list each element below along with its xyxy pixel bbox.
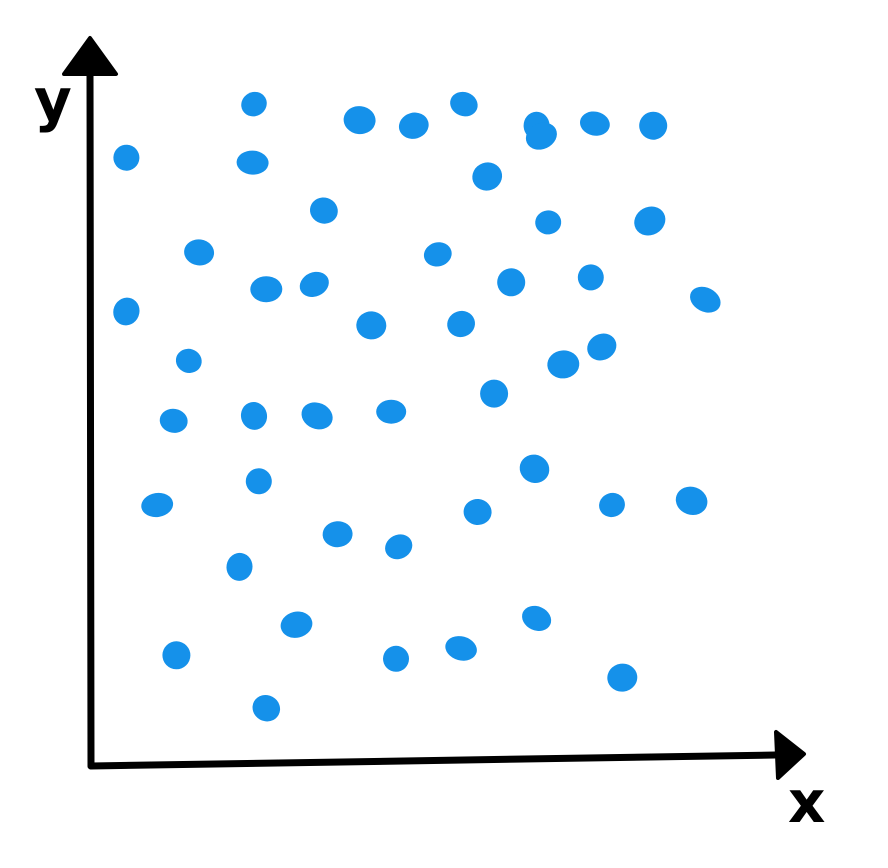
scatter-point <box>309 197 338 224</box>
axes: y x <box>34 36 825 836</box>
scatter-point <box>240 401 268 430</box>
y-axis-line <box>86 68 95 770</box>
scatter-point <box>522 605 552 631</box>
scatter-point <box>690 286 721 313</box>
scatter-point <box>587 333 617 361</box>
scatter-point <box>447 310 475 338</box>
scatter-point <box>245 468 272 495</box>
x-axis-label: x <box>788 768 825 836</box>
scatter-point <box>226 552 253 581</box>
y-axis-label: y <box>34 66 72 134</box>
scatter-point <box>519 454 550 484</box>
scatter-point <box>398 112 429 139</box>
scatter-point <box>250 276 283 303</box>
scatter-point <box>385 534 413 560</box>
scatter-point <box>322 521 353 548</box>
scatter-point <box>445 636 477 661</box>
scatter-point <box>175 348 202 373</box>
scatter-point <box>162 641 191 670</box>
scatter-point <box>141 492 174 518</box>
scatter-points <box>113 91 721 722</box>
scatter-point <box>356 311 387 340</box>
x-axis-arrow-icon <box>774 730 806 780</box>
scatter-point <box>252 694 281 722</box>
scatter-point <box>343 106 376 135</box>
x-axis-line <box>87 751 779 770</box>
scatter-point <box>580 111 610 136</box>
scatter-point <box>577 264 604 291</box>
scatter-point <box>472 162 503 191</box>
scatter-point <box>113 144 140 171</box>
scatter-point <box>301 402 333 430</box>
scatter-point <box>423 242 452 267</box>
y-axis-arrow-icon <box>62 36 118 76</box>
scatter-point <box>241 91 267 117</box>
scatter-point <box>383 645 409 672</box>
scatter-point <box>159 408 188 433</box>
scatter-point <box>113 297 140 326</box>
scatter-point <box>236 150 269 175</box>
scatter-point <box>675 486 708 516</box>
scatter-point <box>535 210 562 235</box>
scatter-point <box>463 498 492 526</box>
scatter-point <box>376 399 407 424</box>
scatter-point <box>639 111 668 140</box>
scatter-point <box>547 350 580 379</box>
scatter-point <box>480 379 509 408</box>
scatter-point <box>184 239 215 266</box>
scatter-point <box>497 268 526 297</box>
scatter-point <box>607 663 638 692</box>
scatter-point <box>525 122 557 150</box>
scatter-point <box>599 492 625 518</box>
scatter-point <box>634 206 666 236</box>
scatter-point <box>450 91 478 117</box>
scatter-point <box>280 611 313 638</box>
scatter-point <box>299 271 329 297</box>
